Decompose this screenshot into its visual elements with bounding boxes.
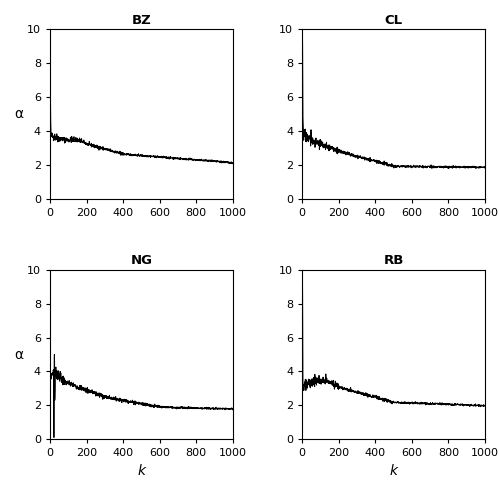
Y-axis label: α: α xyxy=(14,347,23,362)
Title: CL: CL xyxy=(384,14,402,27)
Title: NG: NG xyxy=(130,254,152,267)
Y-axis label: α: α xyxy=(14,107,23,121)
Title: BZ: BZ xyxy=(132,14,152,27)
Title: RB: RB xyxy=(384,254,404,267)
X-axis label: k: k xyxy=(138,464,145,478)
X-axis label: k: k xyxy=(390,464,398,478)
